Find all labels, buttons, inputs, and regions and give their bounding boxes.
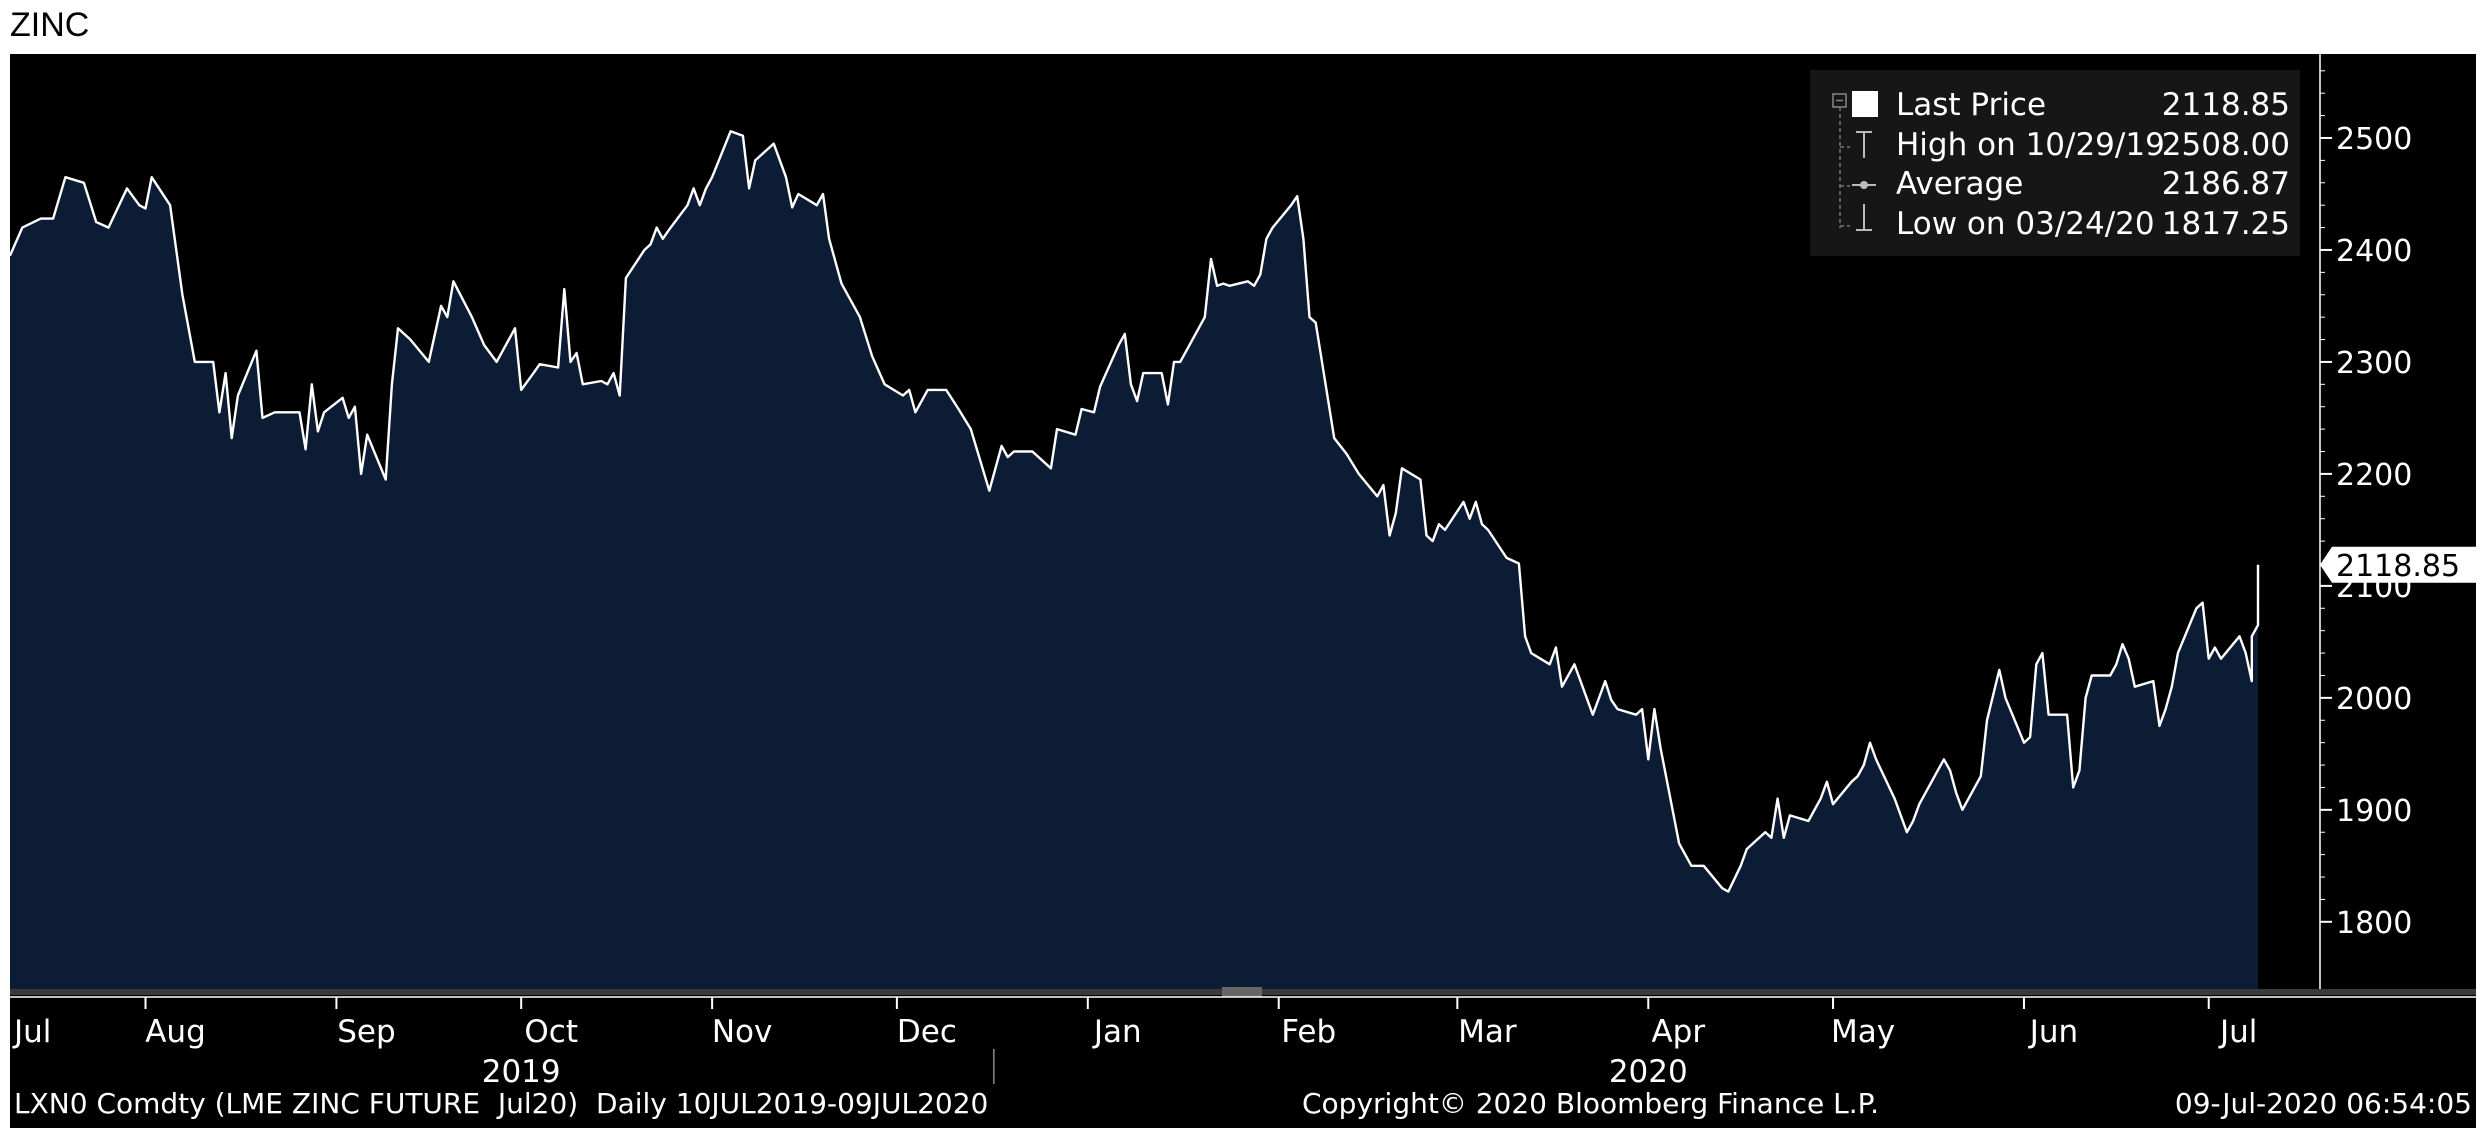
price-line	[10, 130, 2260, 893]
x-tick-label: Sep	[337, 1014, 395, 1050]
x-tick-label: May	[1831, 1014, 1895, 1050]
y-tick-label: 2000	[2336, 682, 2412, 717]
x-tick-label: Jan	[1092, 1014, 1142, 1050]
x-axis-scroll-handle[interactable]	[1222, 987, 1262, 997]
y-tick-label: 2200	[2336, 458, 2412, 493]
x-tick-label: Jun	[2028, 1014, 2078, 1050]
footer-copyright: Copyright© 2020 Bloomberg Finance L.P.	[1302, 1087, 1879, 1120]
legend-label-average: Average	[1896, 166, 2023, 202]
footer: LXN0 Comdty (LME ZINC FUTURE Jul20) Dail…	[14, 1087, 2472, 1120]
x-tick-label: Aug	[145, 1014, 206, 1050]
x-tick-label: Feb	[1281, 1014, 1336, 1050]
x-year-label: 2020	[1609, 1054, 1688, 1090]
y-tick-label: 2400	[2336, 234, 2412, 269]
filled-square-icon	[1852, 91, 1878, 117]
average-marker-dot	[1860, 181, 1868, 189]
price-area	[10, 131, 2258, 990]
x-tick-label: Jul	[12, 1014, 51, 1050]
legend-label-low: Low on 03/24/20	[1896, 206, 2155, 242]
legend-label-high: High on 10/29/19	[1896, 127, 2165, 163]
x-tick-label: Nov	[712, 1014, 773, 1050]
legend-label-last-price: Last Price	[1896, 87, 2046, 123]
x-tick-label: Jul	[2218, 1014, 2257, 1050]
y-tick-label: 2500	[2336, 122, 2412, 157]
last-price-tag-label: 2118.85	[2336, 549, 2460, 584]
legend-value-last-price: 2118.85	[2162, 87, 2290, 123]
x-tick-label: Dec	[897, 1014, 957, 1050]
y-tick-label: 2300	[2336, 346, 2412, 381]
footer-ticker: LXN0 Comdty (LME ZINC FUTURE Jul20) Dail…	[14, 1087, 988, 1120]
page-title: ZINC	[10, 6, 90, 44]
last-price-tag	[2320, 546, 2476, 583]
legend-background	[1810, 70, 2300, 256]
x-tick-label: Oct	[524, 1014, 578, 1050]
legend-value-high: 2508.00	[2162, 127, 2290, 163]
x-axis: Jul Aug Sep Oct Nov Dec Jan Feb Mar Apr May Jun Jul 2…	[10, 987, 2476, 1090]
x-tick-label: Mar	[1458, 1014, 1517, 1050]
plot-layer	[10, 130, 2260, 990]
legend-value-low: 1817.25	[2162, 206, 2290, 242]
y-tick-label: 1900	[2336, 794, 2412, 829]
y-tick-label: 1800	[2336, 906, 2412, 941]
x-year-label: 2019	[482, 1054, 561, 1090]
footer-timestamp: 09-Jul-2020 06:54:05	[2175, 1087, 2472, 1120]
zinc-price-chart: 180019002000210022002300240025002118.85 …	[10, 54, 2476, 1120]
legend: Last Price 2118.85 High on 10/29/19 2508…	[1810, 70, 2300, 256]
high-marker-icon	[1856, 131, 1872, 158]
legend-value-average: 2186.87	[2162, 166, 2290, 202]
low-marker-icon	[1856, 204, 1872, 231]
x-tick-label: Apr	[1651, 1014, 1705, 1050]
chart-area: 1800 1900 2000 2100 2200 2300 2400 2500 2118.85 …	[10, 54, 2476, 1128]
